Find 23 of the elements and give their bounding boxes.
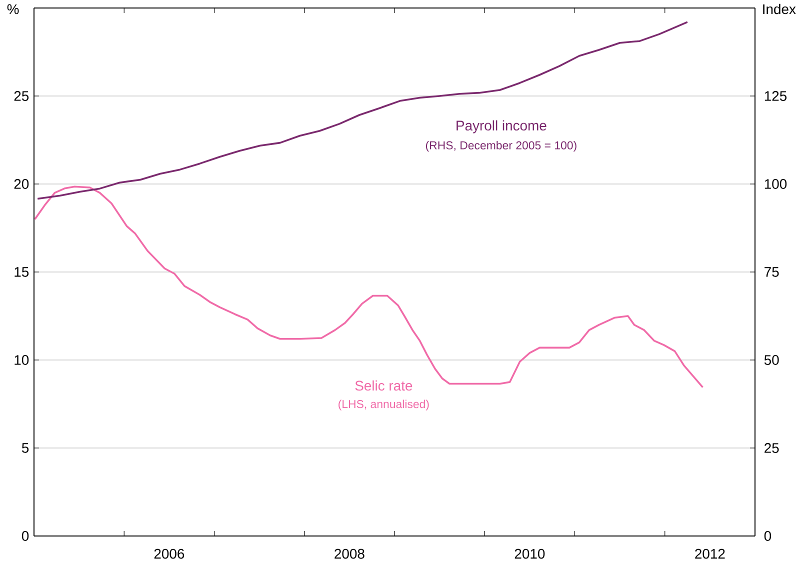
y2-tick-label: 75 [764,267,779,277]
y2-tick-label: 0 [764,531,772,541]
series-label: Selic rate [355,380,412,391]
y-tick-label: 15 [14,267,29,277]
y2-tick-label: 25 [764,443,779,453]
x-tick-label: 2008 [334,548,364,559]
y-tick-label: 5 [22,443,29,453]
y-tick-label: 0 [22,531,29,541]
y2-axis-title: Index [763,4,796,14]
y-tick-label: 10 [14,355,29,365]
x-tick-label: 2006 [154,548,184,559]
y-tick-label: 20 [14,179,29,189]
y2-tick-label: 100 [764,179,787,189]
y2-tick-label: 125 [764,91,787,101]
x-tick-label: 2010 [514,548,545,559]
annotation: (LHS, annualised) [338,400,429,410]
series-label: Payroll income [456,120,546,134]
annotation: (RHS, December 2005 = 100) [426,140,576,152]
line-series [36,21,688,200]
y2-tick-label: 50 [764,355,779,365]
y-tick-label: 25 [14,91,29,101]
y-axis-title: % [7,4,19,14]
x-tick-label: 2012 [695,548,725,559]
